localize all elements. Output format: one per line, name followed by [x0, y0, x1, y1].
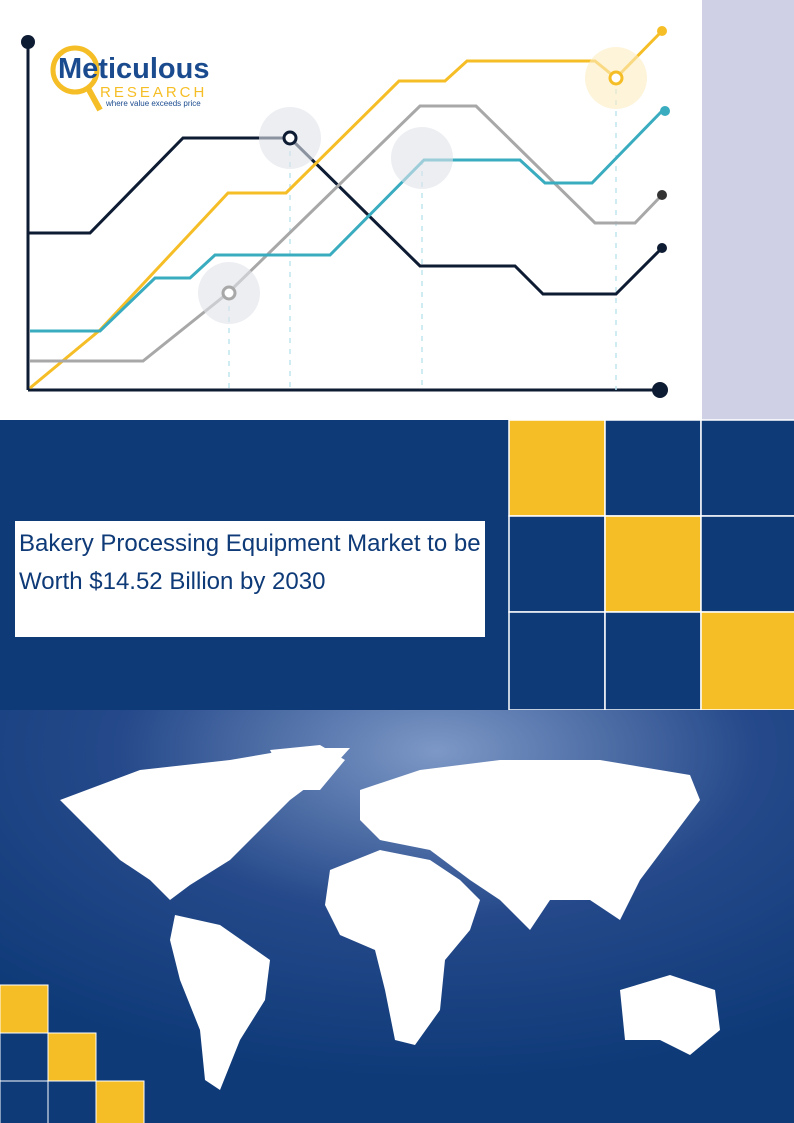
logo-tagline: where value exceeds price — [105, 99, 201, 108]
title: Bakery Processing Equipment Market to be… — [15, 521, 485, 637]
corner-tiles — [0, 984, 145, 1123]
tile-grid — [508, 419, 794, 711]
logo-sub: RESEARCH — [100, 84, 207, 101]
logo-mark — [85, 86, 103, 112]
world-map — [60, 745, 720, 1090]
side-strip — [702, 0, 794, 420]
logo-name: Meticulous — [58, 53, 209, 85]
logo-mark — [50, 45, 100, 95]
decor-lines — [21, 26, 670, 398]
